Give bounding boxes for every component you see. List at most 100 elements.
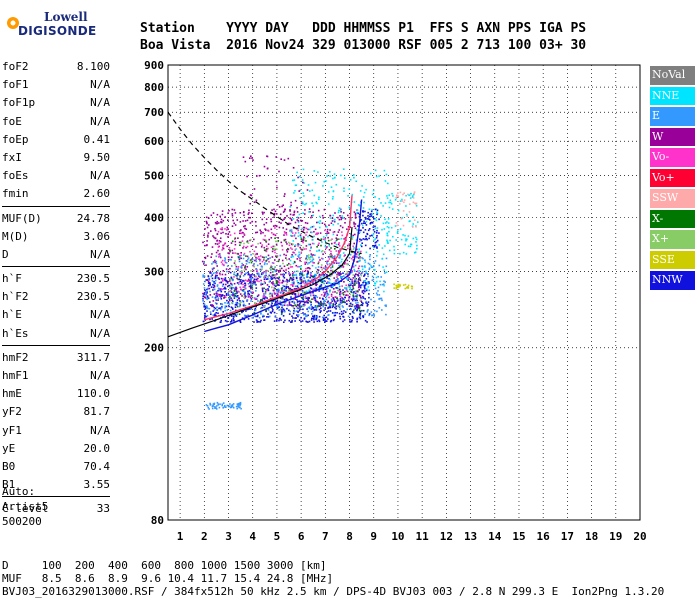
echo-point bbox=[281, 281, 284, 284]
echo-point bbox=[270, 269, 272, 271]
echo-point bbox=[333, 300, 336, 303]
echo-point bbox=[213, 282, 215, 284]
echo-point bbox=[231, 240, 234, 243]
echo-point bbox=[242, 264, 244, 266]
echo-point bbox=[278, 221, 280, 223]
echo-point bbox=[399, 253, 401, 255]
echo-point bbox=[326, 293, 329, 295]
echo-point bbox=[356, 248, 358, 251]
echo-point bbox=[216, 233, 219, 235]
param-row: B0 70.4 bbox=[2, 458, 110, 476]
echo-point bbox=[256, 264, 259, 267]
echo-point bbox=[330, 282, 332, 285]
echo-point bbox=[343, 275, 345, 277]
echo-point bbox=[392, 235, 394, 238]
echo-point bbox=[215, 274, 217, 277]
echo-point bbox=[273, 311, 276, 314]
echo-point bbox=[360, 239, 363, 241]
echo-point bbox=[209, 282, 211, 284]
echo-point bbox=[234, 243, 237, 246]
echo-point bbox=[343, 255, 346, 257]
echo-point bbox=[330, 293, 333, 296]
echo-point bbox=[367, 301, 370, 303]
echo-point bbox=[260, 313, 262, 315]
echo-point bbox=[309, 276, 311, 279]
echo-point bbox=[298, 251, 300, 254]
echo-point bbox=[260, 269, 262, 271]
param-name: hmF1 bbox=[2, 369, 29, 382]
echo-point bbox=[269, 311, 272, 314]
echo-point bbox=[316, 296, 319, 299]
echo-point bbox=[358, 250, 360, 253]
echo-point bbox=[308, 211, 310, 213]
echo-point bbox=[347, 276, 350, 279]
echo-point bbox=[201, 260, 204, 263]
echo-point bbox=[311, 231, 313, 234]
echo-point bbox=[278, 289, 280, 291]
echo-point bbox=[330, 298, 333, 301]
echo-point bbox=[286, 283, 288, 286]
logo-text-digisonde: DIGISONDE bbox=[18, 24, 97, 38]
echo-point bbox=[274, 302, 276, 305]
echo-point bbox=[333, 231, 336, 233]
echo-point bbox=[302, 305, 304, 308]
echo-point bbox=[222, 219, 225, 222]
echo-point bbox=[239, 401, 242, 404]
echo-point bbox=[413, 219, 416, 221]
echo-point bbox=[215, 291, 218, 293]
echo-point bbox=[260, 279, 262, 282]
echo-point bbox=[412, 226, 414, 228]
echo-point bbox=[258, 280, 260, 283]
echo-point bbox=[347, 294, 349, 297]
echo-point bbox=[284, 217, 286, 219]
echo-point bbox=[231, 307, 234, 309]
echo-point bbox=[370, 222, 372, 224]
echo-point bbox=[368, 314, 370, 317]
echo-point bbox=[243, 286, 246, 288]
echo-point bbox=[257, 273, 259, 276]
echo-point bbox=[340, 302, 343, 304]
echo-point bbox=[380, 276, 382, 278]
param-name: foE bbox=[2, 114, 22, 128]
echo-point bbox=[318, 303, 320, 306]
echo-point bbox=[329, 217, 332, 219]
echo-point bbox=[358, 204, 361, 207]
echo-point bbox=[239, 304, 241, 306]
echo-point bbox=[314, 299, 316, 301]
echo-point bbox=[359, 231, 361, 234]
legend-entry: NoVal bbox=[650, 66, 695, 85]
echo-point bbox=[243, 214, 245, 217]
echo-point bbox=[214, 279, 217, 282]
echo-point bbox=[236, 275, 238, 278]
echo-point bbox=[294, 304, 296, 306]
echo-point bbox=[346, 273, 349, 276]
echo-point bbox=[397, 230, 399, 232]
echo-point bbox=[415, 226, 417, 228]
echo-point bbox=[211, 268, 214, 271]
param-row: h`E N/A bbox=[2, 306, 110, 324]
echo-point bbox=[314, 306, 316, 308]
echo-point bbox=[206, 297, 209, 300]
echo-point bbox=[301, 227, 303, 230]
echo-point bbox=[271, 286, 273, 288]
echo-point bbox=[362, 227, 364, 229]
echo-point bbox=[395, 239, 397, 241]
echo-point bbox=[339, 291, 341, 294]
echo-point bbox=[265, 309, 267, 312]
echo-point bbox=[415, 236, 417, 239]
echo-point bbox=[224, 296, 227, 298]
echo-point bbox=[280, 222, 282, 224]
echo-point bbox=[227, 301, 230, 304]
echo-point bbox=[232, 252, 234, 254]
echo-point bbox=[341, 226, 344, 229]
echo-point bbox=[244, 267, 246, 269]
echo-point bbox=[305, 290, 308, 293]
echo-point bbox=[317, 209, 320, 212]
echo-point bbox=[220, 288, 223, 290]
echo-point bbox=[403, 199, 406, 201]
echo-point bbox=[363, 284, 366, 287]
echo-point bbox=[316, 320, 319, 323]
echo-point bbox=[224, 278, 226, 281]
echo-point bbox=[324, 245, 327, 248]
echo-point bbox=[359, 286, 362, 289]
